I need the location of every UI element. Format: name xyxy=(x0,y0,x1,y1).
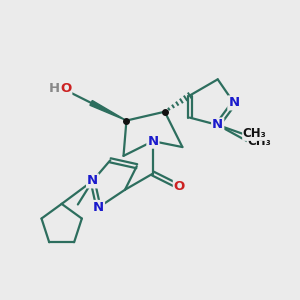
Text: O: O xyxy=(61,82,72,95)
Text: CH₃: CH₃ xyxy=(247,135,271,148)
Text: N: N xyxy=(228,96,239,110)
Polygon shape xyxy=(90,100,126,121)
Text: CH₃: CH₃ xyxy=(243,127,266,140)
Text: N: N xyxy=(147,135,158,148)
Text: H: H xyxy=(49,82,60,95)
Text: N: N xyxy=(93,201,104,214)
Text: O: O xyxy=(174,180,185,193)
Text: N: N xyxy=(212,118,223,131)
Text: N: N xyxy=(87,174,98,188)
